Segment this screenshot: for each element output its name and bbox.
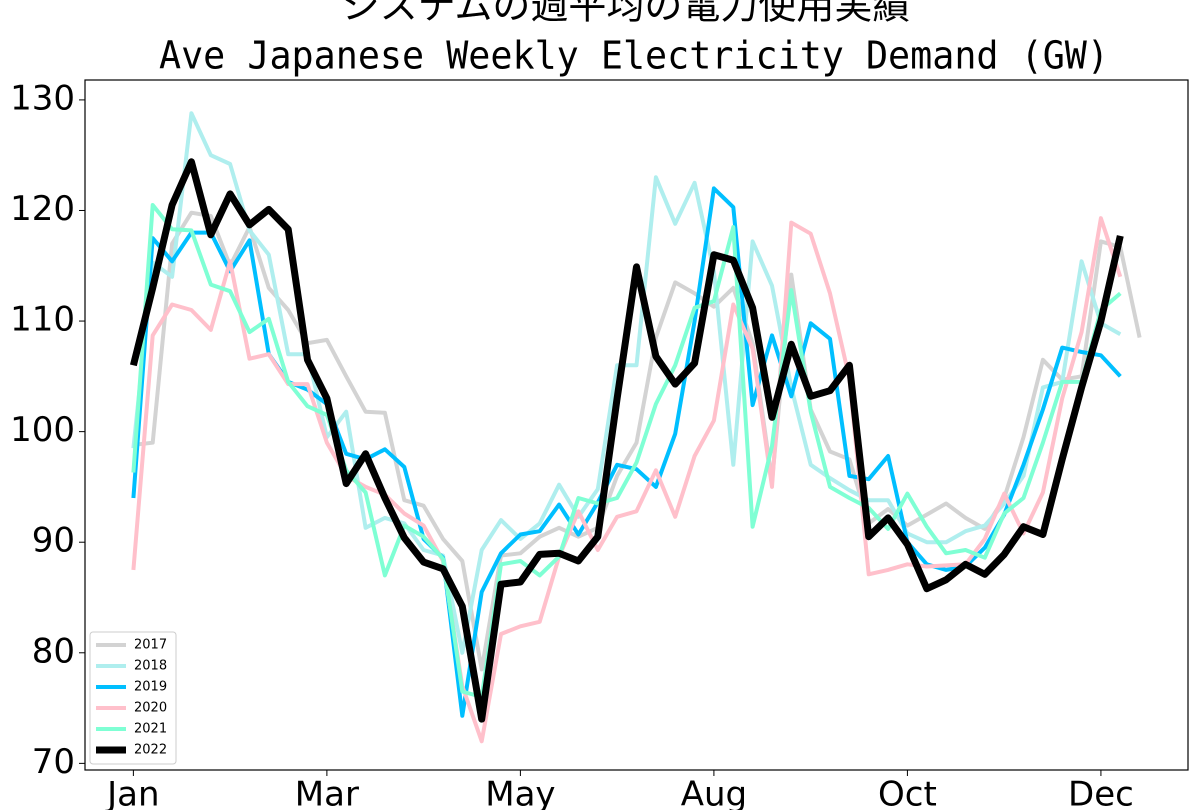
x-tick-label: Jan: [105, 775, 159, 810]
x-tick-label: Oct: [878, 775, 937, 810]
legend-label: 2022: [134, 743, 167, 758]
legend-label: 2019: [134, 680, 167, 695]
legend-label: 2021: [134, 722, 167, 737]
series-line: [131, 216, 1123, 744]
x-tick-label: Mar: [295, 775, 359, 810]
plot-frame: [84, 79, 1189, 771]
y-tick-label: 120: [10, 189, 75, 229]
x-tick-label: May: [485, 775, 555, 810]
y-tick-label: 70: [32, 742, 75, 782]
y-tick-label: 90: [32, 521, 75, 561]
chart-title: システムの週平均の電力使用実績: [342, 0, 911, 28]
chart-subtitle: Ave Japanese Weekly Electricity Demand (…: [159, 34, 1109, 78]
legend-label: 2020: [134, 701, 167, 716]
x-tick-label: Dec: [1068, 775, 1134, 810]
y-tick-label: 100: [10, 410, 75, 450]
legend-label: 2017: [134, 638, 167, 653]
legend: 2017 2018 2019 2020 2021 2022: [89, 631, 177, 765]
y-tick-label: 130: [10, 78, 75, 118]
y-tick-label: 80: [32, 631, 75, 671]
series-line: [131, 186, 1122, 718]
series-line: [130, 158, 1124, 723]
series-line: [131, 111, 1122, 655]
y-tick-label: 110: [10, 300, 75, 340]
x-tick-label: Aug: [681, 775, 747, 810]
legend-label: 2018: [134, 659, 167, 674]
series-line: [131, 203, 1122, 699]
